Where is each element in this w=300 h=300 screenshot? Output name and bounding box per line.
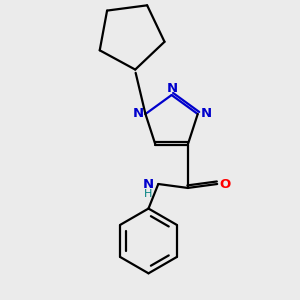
Text: N: N	[167, 82, 178, 95]
Text: N: N	[143, 178, 154, 190]
Text: N: N	[201, 106, 212, 119]
Text: O: O	[219, 178, 230, 190]
Text: N: N	[133, 106, 144, 119]
Text: H: H	[144, 189, 153, 199]
